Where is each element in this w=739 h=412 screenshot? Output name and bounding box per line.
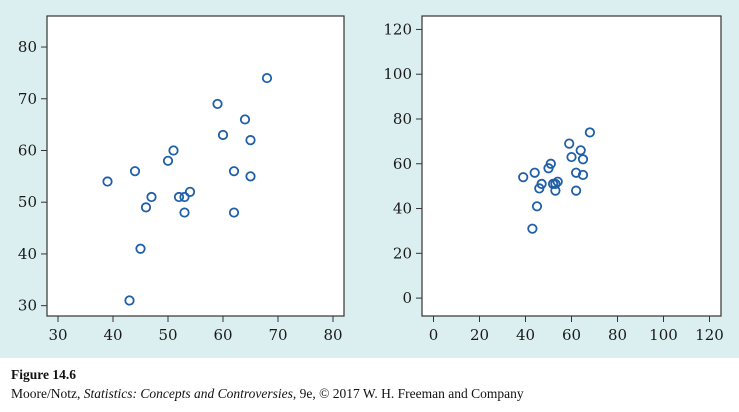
plot1-data-point: [173, 191, 185, 203]
plot2-data-point: [550, 178, 561, 190]
plot2-data-point: [570, 185, 582, 196]
plot1-data-point: [261, 72, 273, 84]
plot1-data-point: [124, 295, 135, 306]
figure-source-credit: Moore/Notz, Statistics: Concepts and Con…: [11, 386, 524, 402]
plot1-plot-area: [46, 15, 345, 317]
source-book-title: Statistics: Concepts and Controversies: [83, 386, 293, 401]
scatterplots: 30 40 50 60 70 80 30 40 50 60 70 80 0 20 40 60 80 100 120 0…: [18, 15, 724, 344]
plot2-data-point: [577, 169, 589, 181]
plot1-data-point: [217, 129, 229, 141]
plot1-data-point: [102, 176, 113, 187]
figure-panel: 30 40 50 60 70 80 30 40 50 60 70 80 0 20 40 60 80 100 120 0…: [0, 0, 739, 358]
plot1-x-tick-label: 30: [48, 326, 67, 344]
plot2-data-point: [518, 172, 529, 183]
source-edition-copyright: , 9e, © 2017 W. H. Freeman and Company: [292, 386, 524, 401]
plot1-y-tick-label: 50: [18, 193, 37, 211]
plot1-y-tick-label: 60: [18, 141, 37, 159]
plot2-data-point: [552, 176, 563, 187]
plot1-data-point: [162, 155, 174, 166]
plot1-x-tick-label: 40: [103, 326, 122, 344]
plot1-data-point: [245, 135, 256, 146]
plot1-data-point: [140, 202, 152, 213]
plot2-data-point: [564, 138, 575, 149]
plot2-y-tick-label: 80: [393, 110, 412, 128]
plot2-x-tick-label: 100: [649, 326, 678, 344]
plot2-data-point: [527, 223, 538, 234]
plot1-data-point: [168, 145, 179, 156]
plot2-data-point: [545, 158, 556, 169]
source-authors: Moore/Notz,: [11, 386, 84, 401]
plot2-x-tick-label: 80: [608, 326, 627, 344]
plot1-data-point: [129, 166, 141, 177]
plot2-data-point: [536, 178, 547, 190]
plot1-data-point: [179, 191, 190, 203]
plot1-data-point: [184, 186, 196, 197]
plot2-x-tick-label: 0: [429, 326, 439, 344]
plot1-x-tick-label: 70: [268, 326, 287, 344]
plot2-data-point: [577, 154, 589, 165]
figure-label: Figure 14.6: [11, 367, 76, 382]
plot1-y-tick-label: 30: [18, 297, 37, 315]
plot1-data-point: [212, 98, 223, 110]
plot2-y-tick-label: 60: [393, 155, 412, 173]
plot1-data-point: [245, 171, 256, 182]
plot2-data-point: [575, 145, 586, 156]
plot1-x-tick-label: 80: [323, 326, 342, 344]
plot1-y-tick-label: 40: [18, 245, 37, 263]
plot2-data-point: [550, 185, 561, 196]
plot2-x-tick-label: 20: [470, 326, 489, 344]
plot2-data-point: [584, 127, 596, 138]
plot2-y-tick-label: 120: [383, 20, 412, 38]
plot2-x-tick-label: 40: [516, 326, 535, 344]
plot2-y-tick-label: 40: [393, 200, 412, 218]
plot1-y-tick-label: 70: [18, 90, 37, 108]
plot2-y-tick-label: 100: [383, 65, 412, 83]
plot2-y-tick-label: 0: [402, 289, 412, 307]
plot2-x-tick-label: 60: [562, 326, 581, 344]
plot1-x-tick-label: 50: [158, 326, 177, 344]
plot2-x-tick-label: 120: [695, 326, 724, 344]
plot2-y-tick-label: 20: [393, 244, 412, 262]
plot2-data-point: [529, 167, 540, 178]
plot1-data-point: [239, 114, 251, 125]
plot1-data-point: [179, 207, 190, 218]
plot2-data-point: [566, 151, 577, 163]
plot1-data-point: [135, 243, 146, 254]
plot1-y-tick-label: 80: [18, 38, 37, 56]
plot1-data-point: [228, 166, 240, 177]
plot1-x-tick-label: 60: [213, 326, 232, 344]
plot2-data-point: [531, 201, 543, 212]
plot2-plot-area: [421, 15, 722, 317]
plot1-data-point: [146, 191, 157, 203]
plot1-data-point: [228, 207, 240, 218]
